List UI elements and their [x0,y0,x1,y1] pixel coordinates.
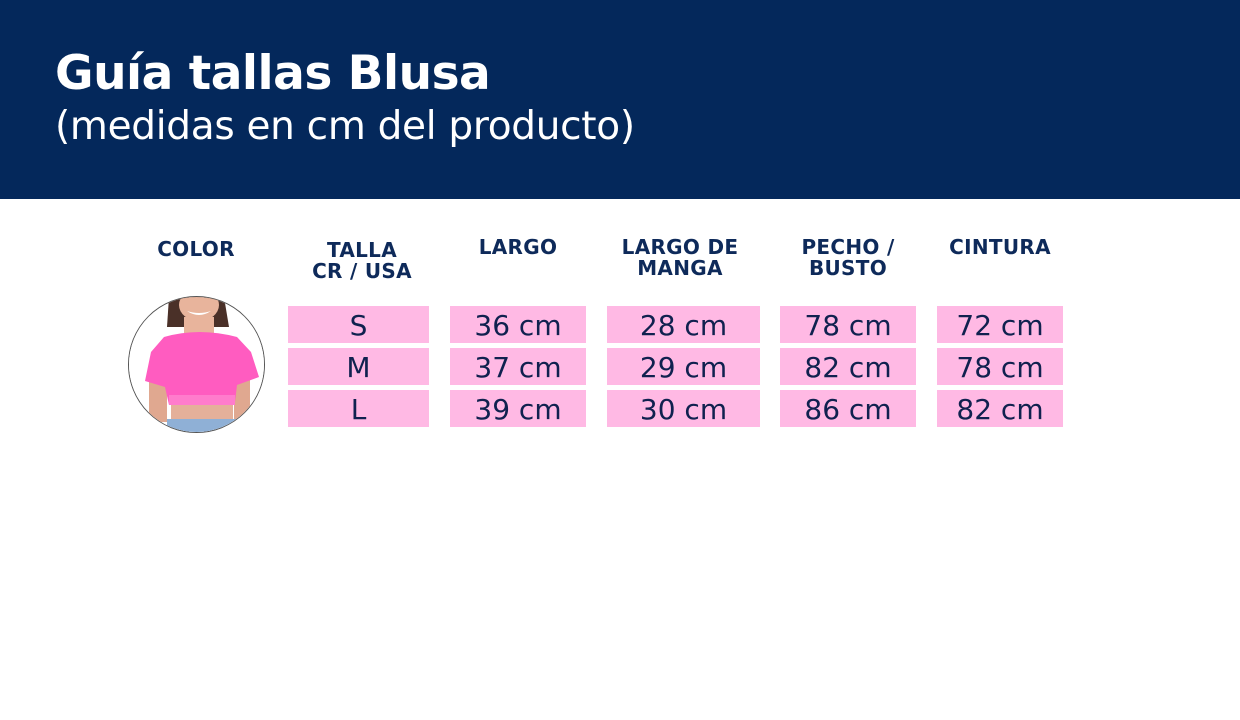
header-talla-line2: CR / USA [312,259,412,283]
page-subtitle: (medidas en cm del producto) [55,104,635,149]
header-pecho: PECHO / BUSTO [775,237,921,279]
cell-largo: 36 cm [450,306,586,343]
cell-talla: L [288,390,429,427]
header-largo: LARGO [478,235,558,259]
header-pecho-line1: PECHO / [801,235,895,259]
header-manga: LARGO DE MANGA [600,237,760,279]
header-cintura: CINTURA [949,235,1051,259]
cell-largo: 39 cm [450,390,586,427]
cell-manga: 29 cm [607,348,760,385]
cell-talla: S [288,306,429,343]
cell-manga: 30 cm [607,390,760,427]
header-manga-line1: LARGO DE [621,235,739,259]
header-manga-line2: MANGA [637,256,723,280]
header-pecho-line2: BUSTO [808,256,888,280]
header-banner: Guía tallas Blusa (medidas en cm del pro… [0,0,1240,199]
cell-manga: 28 cm [607,306,760,343]
blouse-model-image [129,297,264,432]
cell-cintura: 78 cm [937,348,1063,385]
header-talla: TALLA CR / USA [288,240,436,282]
product-photo [128,296,265,433]
cell-pecho: 78 cm [780,306,916,343]
cell-cintura: 72 cm [937,306,1063,343]
cell-pecho: 86 cm [780,390,916,427]
cell-talla: M [288,348,429,385]
cell-cintura: 82 cm [937,390,1063,427]
cell-largo: 37 cm [450,348,586,385]
cell-pecho: 82 cm [780,348,916,385]
page-title: Guía tallas Blusa [55,46,491,101]
header-color: COLOR [157,237,235,261]
header-talla-line1: TALLA [326,238,398,262]
